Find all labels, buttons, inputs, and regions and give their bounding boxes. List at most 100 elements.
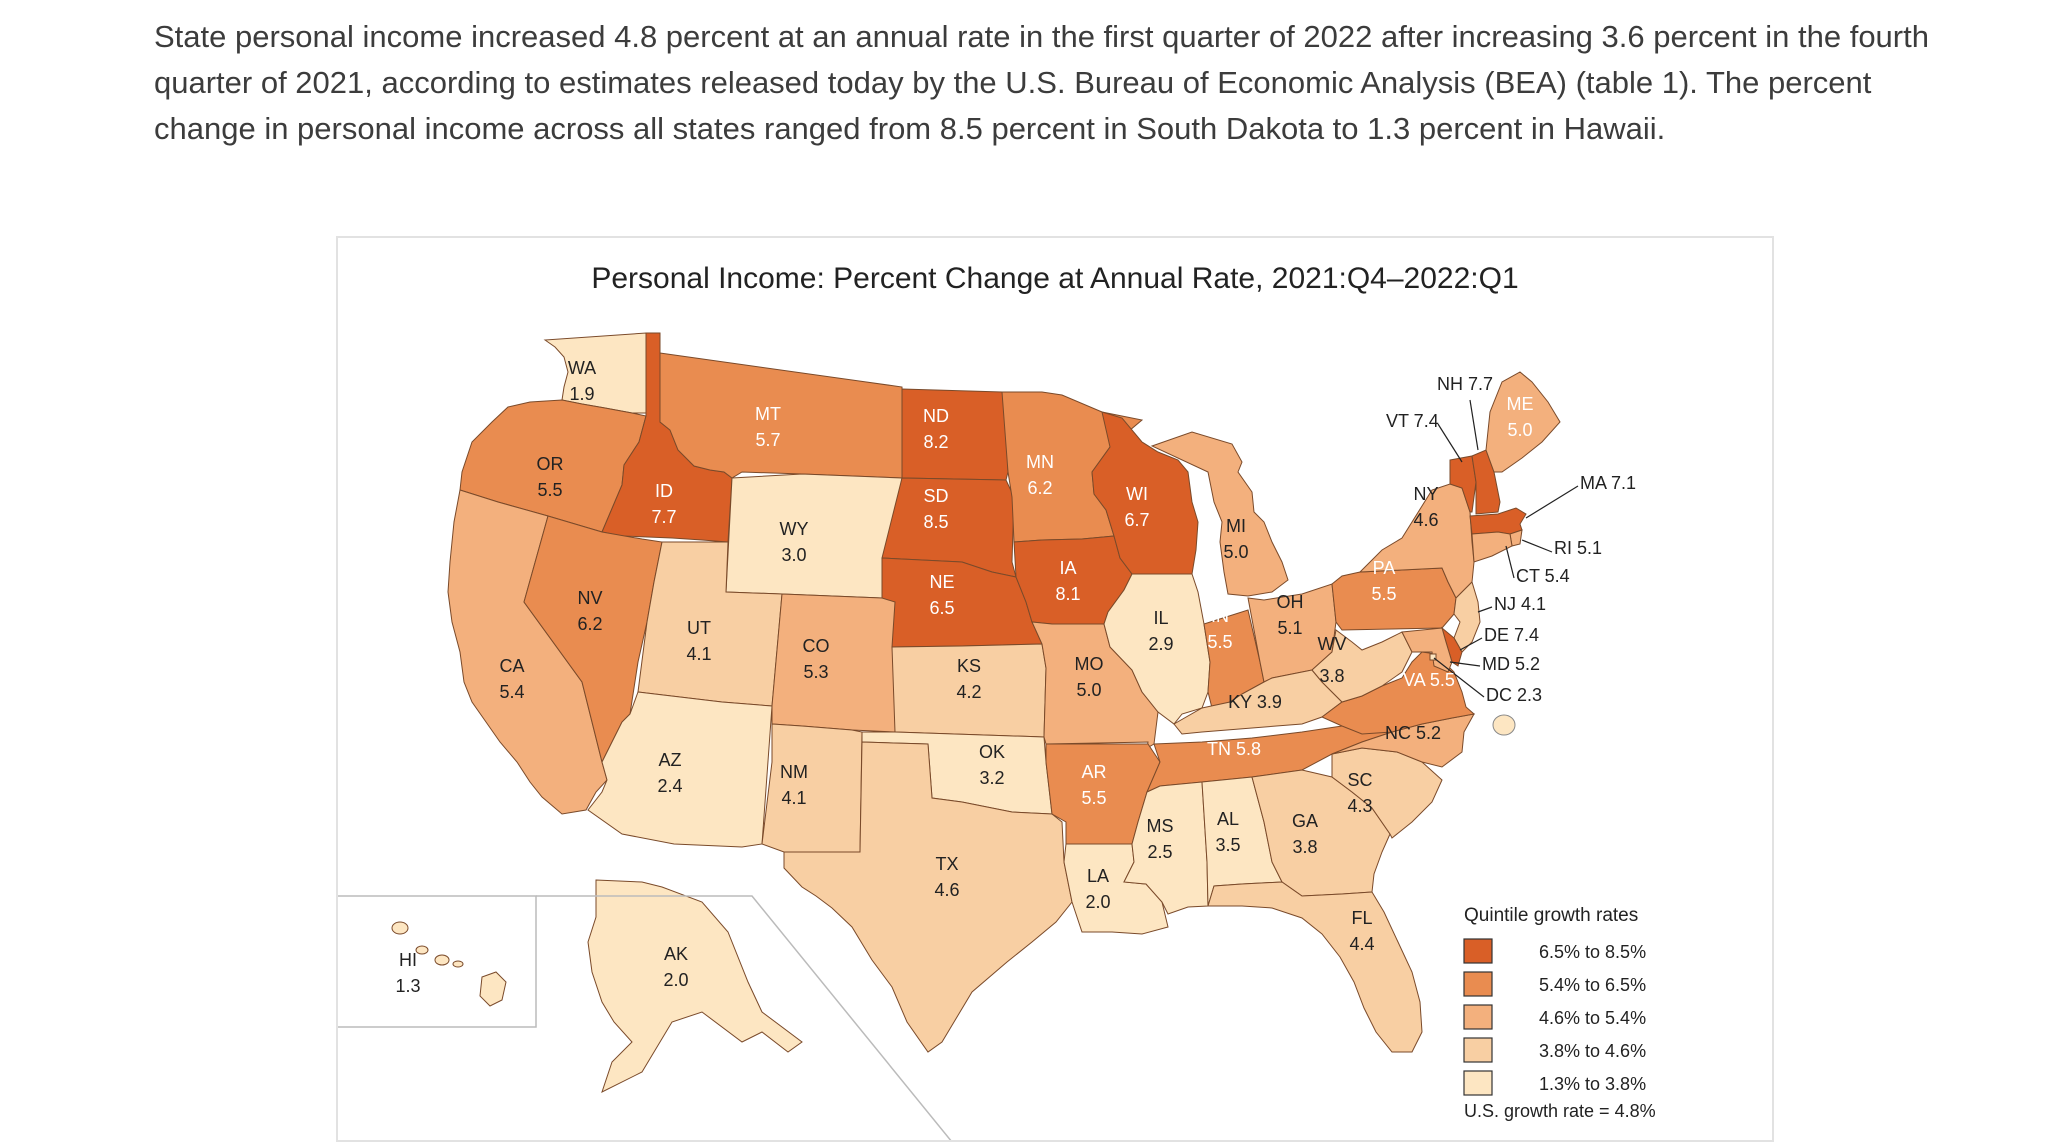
state-label-nc: NC 5.2 (1385, 723, 1441, 743)
state-value-nv: 6.2 (577, 614, 602, 634)
state-hi[interactable] (479, 971, 507, 1007)
state-abbr-mt: MT (755, 404, 781, 424)
leader-line (1505, 545, 1515, 579)
state-mt[interactable] (659, 352, 903, 479)
state-value-wv: 3.8 (1319, 666, 1344, 686)
legend-label-q5: 1.3% to 3.8% (1539, 1074, 1646, 1094)
state-label-ct: CT 5.4 (1516, 566, 1570, 586)
state-abbr-or: OR (537, 454, 564, 474)
leader-line (1449, 661, 1481, 667)
leader-line (1469, 399, 1479, 451)
leader-line (1459, 637, 1483, 651)
state-value-oh: 5.1 (1277, 618, 1302, 638)
state-abbr-ok: OK (979, 742, 1005, 762)
state-abbr-sc: SC (1347, 770, 1372, 790)
leader-line (1525, 485, 1579, 519)
state-value-ak: 2.0 (663, 970, 688, 990)
state-abbr-in: IN (1211, 606, 1229, 626)
state-me[interactable] (1485, 371, 1561, 473)
legend-swatch-q4 (1463, 1037, 1493, 1063)
state-abbr-tx: TX (935, 854, 958, 874)
state-tx[interactable] (783, 741, 1073, 1053)
state-nd[interactable] (901, 388, 1009, 481)
state-value-mt: 5.7 (755, 430, 780, 450)
legend-label-q4: 3.8% to 4.6% (1539, 1041, 1646, 1061)
state-value-hi: 1.3 (395, 976, 420, 996)
state-abbr-mi: MI (1226, 516, 1246, 536)
state-value-ia: 8.1 (1055, 584, 1080, 604)
state-abbr-wv: WV (1318, 634, 1347, 654)
state-value-il: 2.9 (1148, 634, 1173, 654)
legend-swatch-q3 (1463, 1004, 1493, 1030)
hawaii-island-4 (452, 960, 464, 968)
state-value-mn: 6.2 (1027, 478, 1052, 498)
state-value-wa: 1.9 (569, 384, 594, 404)
leader-line (1477, 606, 1493, 613)
state-value-nd: 8.2 (923, 432, 948, 452)
state-value-wy: 3.0 (781, 545, 806, 565)
state-abbr-ca: CA (499, 656, 524, 676)
state-ak[interactable] (587, 879, 803, 1093)
state-label-md: MD 5.2 (1482, 654, 1540, 674)
state-value-id: 7.7 (651, 507, 676, 527)
state-abbr-mo: MO (1075, 654, 1104, 674)
state-value-ks: 4.2 (956, 682, 981, 702)
state-abbr-nm: NM (780, 762, 808, 782)
state-label-de: DE 7.4 (1484, 625, 1539, 645)
state-value-wi: 6.7 (1124, 510, 1149, 530)
state-nm[interactable] (761, 723, 863, 853)
state-abbr-ak: AK (664, 944, 688, 964)
state-value-nm: 4.1 (781, 788, 806, 808)
state-value-ok: 3.2 (979, 768, 1004, 788)
legend-swatch-q5 (1463, 1070, 1493, 1096)
state-value-mo: 5.0 (1076, 680, 1101, 700)
state-abbr-wi: WI (1126, 484, 1148, 504)
state-wi[interactable] (1091, 411, 1199, 575)
state-abbr-nv: NV (577, 588, 602, 608)
state-abbr-hi: HI (399, 950, 417, 970)
state-mi[interactable] (1150, 431, 1289, 597)
state-value-pa: 5.5 (1371, 584, 1396, 604)
state-value-az: 2.4 (657, 776, 682, 796)
state-value-sc: 4.3 (1347, 796, 1372, 816)
hawaii-island-1 (391, 921, 409, 935)
leader-line (1521, 539, 1553, 553)
state-nj[interactable] (1453, 581, 1481, 653)
us-choropleth-map: WA 1.9 OR 5.5 CA 5.4 ID 7.7 NV 6.2 MT 5.7 WY 3.0 UT 4.1… (338, 332, 1656, 1140)
state-co[interactable] (771, 593, 905, 733)
state-abbr-ga: GA (1292, 811, 1318, 831)
state-abbr-ks: KS (957, 656, 981, 676)
state-abbr-ms: MS (1147, 816, 1174, 836)
state-fl[interactable] (1207, 881, 1423, 1053)
state-ct[interactable] (1471, 531, 1513, 563)
alaska-inset-frame (536, 895, 952, 1140)
state-value-in: 5.5 (1207, 632, 1232, 652)
state-az[interactable] (587, 691, 773, 848)
state-value-ar: 5.5 (1081, 788, 1106, 808)
state-abbr-fl: FL (1351, 908, 1372, 928)
state-abbr-ar: AR (1081, 762, 1106, 782)
legend-label-q3: 4.6% to 5.4% (1539, 1008, 1646, 1028)
state-md[interactable] (1401, 627, 1453, 673)
hawaii-island-3 (434, 954, 450, 966)
state-wy[interactable] (725, 473, 903, 599)
state-abbr-wy: WY (780, 519, 809, 539)
legend-label-q2: 5.4% to 6.5% (1539, 975, 1646, 995)
state-value-or: 5.5 (537, 480, 562, 500)
state-nv[interactable] (523, 515, 663, 764)
state-abbr-mn: MN (1026, 452, 1054, 472)
state-abbr-al: AL (1217, 809, 1239, 829)
state-abbr-nd: ND (923, 406, 949, 426)
state-label-nj: NJ 4.1 (1494, 594, 1546, 614)
state-abbr-oh: OH (1277, 592, 1304, 612)
state-abbr-az: AZ (658, 750, 681, 770)
state-value-ne: 6.5 (929, 598, 954, 618)
state-abbr-ut: UT (687, 618, 711, 638)
state-abbr-wa: WA (568, 358, 596, 378)
hawaii-inset-frame (338, 895, 537, 1028)
legend-swatch-q1 (1463, 938, 1493, 964)
state-abbr-pa: PA (1373, 558, 1396, 578)
legend-swatch-q2 (1463, 971, 1493, 997)
legend-title: Quintile growth rates (1464, 905, 1638, 926)
state-label-vt: VT 7.4 (1386, 411, 1439, 431)
